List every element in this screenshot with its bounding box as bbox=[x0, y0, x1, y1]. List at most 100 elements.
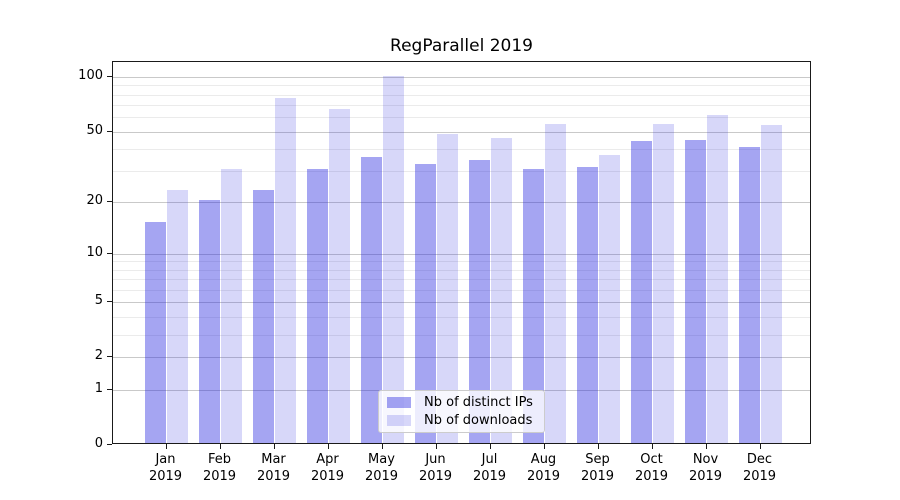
bar-downloads-aug bbox=[544, 123, 567, 443]
minor-gridline-8 bbox=[113, 269, 810, 271]
x-tick-month: Jul bbox=[481, 452, 498, 467]
bar-distinct-ips-jul bbox=[468, 159, 491, 443]
x-tick-jan bbox=[165, 444, 167, 449]
x-tick-month: Aug bbox=[530, 452, 557, 467]
y-tick-2 bbox=[107, 356, 112, 358]
bar-distinct-ips-may bbox=[360, 157, 383, 443]
bar-downloads-jan bbox=[166, 189, 189, 443]
x-tick-sep bbox=[597, 444, 599, 449]
legend: Nb of distinct IPs Nb of downloads bbox=[378, 390, 545, 433]
minor-gridline-4 bbox=[113, 316, 810, 318]
y-tick-20 bbox=[107, 201, 112, 203]
minor-gridline-40 bbox=[113, 148, 810, 150]
x-tick-year: 2019 bbox=[526, 469, 561, 484]
bar-distinct-ips-jan bbox=[144, 221, 167, 443]
bar-downloads-jun bbox=[436, 134, 459, 443]
bar-distinct-ips-sep bbox=[576, 166, 599, 443]
bar-downloads-oct bbox=[652, 123, 675, 443]
x-tick-year: 2019 bbox=[418, 469, 453, 484]
legend-label-downloads: Nb of downloads bbox=[424, 413, 533, 429]
x-tick-month: Feb bbox=[207, 452, 232, 467]
y-tick-10 bbox=[107, 252, 112, 254]
major-gridline-2 bbox=[113, 357, 810, 359]
y-tick-label-20: 20 bbox=[86, 193, 103, 209]
chart-title: RegParallel 2019 bbox=[390, 36, 533, 56]
bar-downloads-mar bbox=[274, 97, 297, 443]
x-tick-may bbox=[381, 444, 383, 449]
x-tick-month: Jan bbox=[155, 452, 176, 467]
bar-downloads-apr bbox=[328, 108, 351, 443]
y-tick-label-10: 10 bbox=[86, 244, 103, 260]
minor-gridline-80 bbox=[113, 94, 810, 96]
major-gridline-100 bbox=[113, 77, 810, 78]
x-tick-month: Dec bbox=[746, 452, 773, 467]
y-tick-5 bbox=[107, 301, 112, 303]
y-tick-label-2: 2 bbox=[94, 348, 103, 364]
bar-downloads-jul bbox=[490, 137, 513, 443]
x-tick-label-aug: Aug 2019 bbox=[516, 451, 572, 485]
legend-item-downloads: Nb of downloads bbox=[387, 413, 544, 428]
minor-gridline-90 bbox=[113, 85, 810, 87]
major-gridline-50 bbox=[113, 131, 810, 133]
legend-item-distinct-ips: Nb of distinct IPs bbox=[387, 395, 544, 410]
x-tick-month: Jun bbox=[425, 452, 446, 467]
bar-distinct-ips-oct bbox=[630, 141, 653, 443]
bar-downloads-sep bbox=[598, 155, 621, 443]
x-tick-label-jul: Jul 2019 bbox=[462, 451, 518, 485]
x-tick-label-sep: Sep 2019 bbox=[570, 451, 626, 485]
y-tick-0 bbox=[107, 444, 112, 445]
x-tick-oct bbox=[651, 444, 653, 449]
x-tick-label-dec: Dec 2019 bbox=[732, 451, 788, 485]
major-gridline-10 bbox=[113, 253, 810, 255]
x-tick-month: Apr bbox=[316, 452, 339, 467]
x-tick-jul bbox=[489, 444, 491, 449]
x-tick-year: 2019 bbox=[742, 469, 777, 484]
x-tick-dec bbox=[759, 444, 761, 449]
major-gridline-5 bbox=[113, 302, 810, 304]
x-tick-label-feb: Feb 2019 bbox=[192, 451, 248, 485]
x-tick-year: 2019 bbox=[148, 469, 183, 484]
x-tick-label-apr: Apr 2019 bbox=[300, 451, 356, 485]
legend-label-distinct-ips: Nb of distinct IPs bbox=[424, 394, 533, 410]
plot-area bbox=[112, 61, 811, 444]
minor-gridline-3 bbox=[113, 334, 810, 336]
x-tick-month: Nov bbox=[692, 452, 719, 467]
bar-distinct-ips-aug bbox=[522, 169, 545, 443]
x-tick-year: 2019 bbox=[688, 469, 723, 484]
major-gridline-20 bbox=[113, 202, 810, 204]
bar-distinct-ips-apr bbox=[306, 169, 329, 443]
y-tick-label-1: 1 bbox=[94, 380, 103, 396]
x-tick-month: May bbox=[368, 452, 395, 467]
minor-gridline-7 bbox=[113, 279, 810, 281]
x-tick-jun bbox=[435, 444, 437, 449]
bar-downloads-dec bbox=[760, 124, 783, 443]
x-tick-feb bbox=[219, 444, 221, 449]
y-tick-1 bbox=[107, 388, 112, 390]
minor-gridline-70 bbox=[113, 105, 810, 107]
minor-gridline-9 bbox=[113, 261, 810, 263]
x-tick-label-jan: Jan 2019 bbox=[138, 451, 194, 485]
x-tick-year: 2019 bbox=[364, 469, 399, 484]
legend-swatch-distinct-ips bbox=[387, 396, 411, 408]
x-tick-year: 2019 bbox=[310, 469, 345, 484]
x-tick-year: 2019 bbox=[202, 469, 237, 484]
bar-downloads-may bbox=[382, 75, 405, 443]
bar-downloads-feb bbox=[220, 169, 243, 443]
x-tick-label-jun: Jun 2019 bbox=[408, 451, 464, 485]
x-tick-label-mar: Mar 2019 bbox=[246, 451, 302, 485]
y-tick-label-5: 5 bbox=[94, 293, 103, 309]
legend-swatch-downloads bbox=[387, 415, 411, 427]
x-tick-year: 2019 bbox=[256, 469, 291, 484]
bar-distinct-ips-jun bbox=[414, 164, 437, 443]
x-tick-apr bbox=[327, 444, 329, 449]
minor-gridline-60 bbox=[113, 117, 810, 119]
x-tick-label-may: May 2019 bbox=[354, 451, 410, 485]
bar-distinct-ips-mar bbox=[252, 189, 275, 443]
x-tick-year: 2019 bbox=[472, 469, 507, 484]
bar-distinct-ips-dec bbox=[738, 146, 761, 443]
x-tick-month: Mar bbox=[261, 452, 286, 467]
y-tick-50 bbox=[107, 130, 112, 132]
y-tick-label-50: 50 bbox=[86, 122, 103, 138]
x-tick-year: 2019 bbox=[634, 469, 669, 484]
